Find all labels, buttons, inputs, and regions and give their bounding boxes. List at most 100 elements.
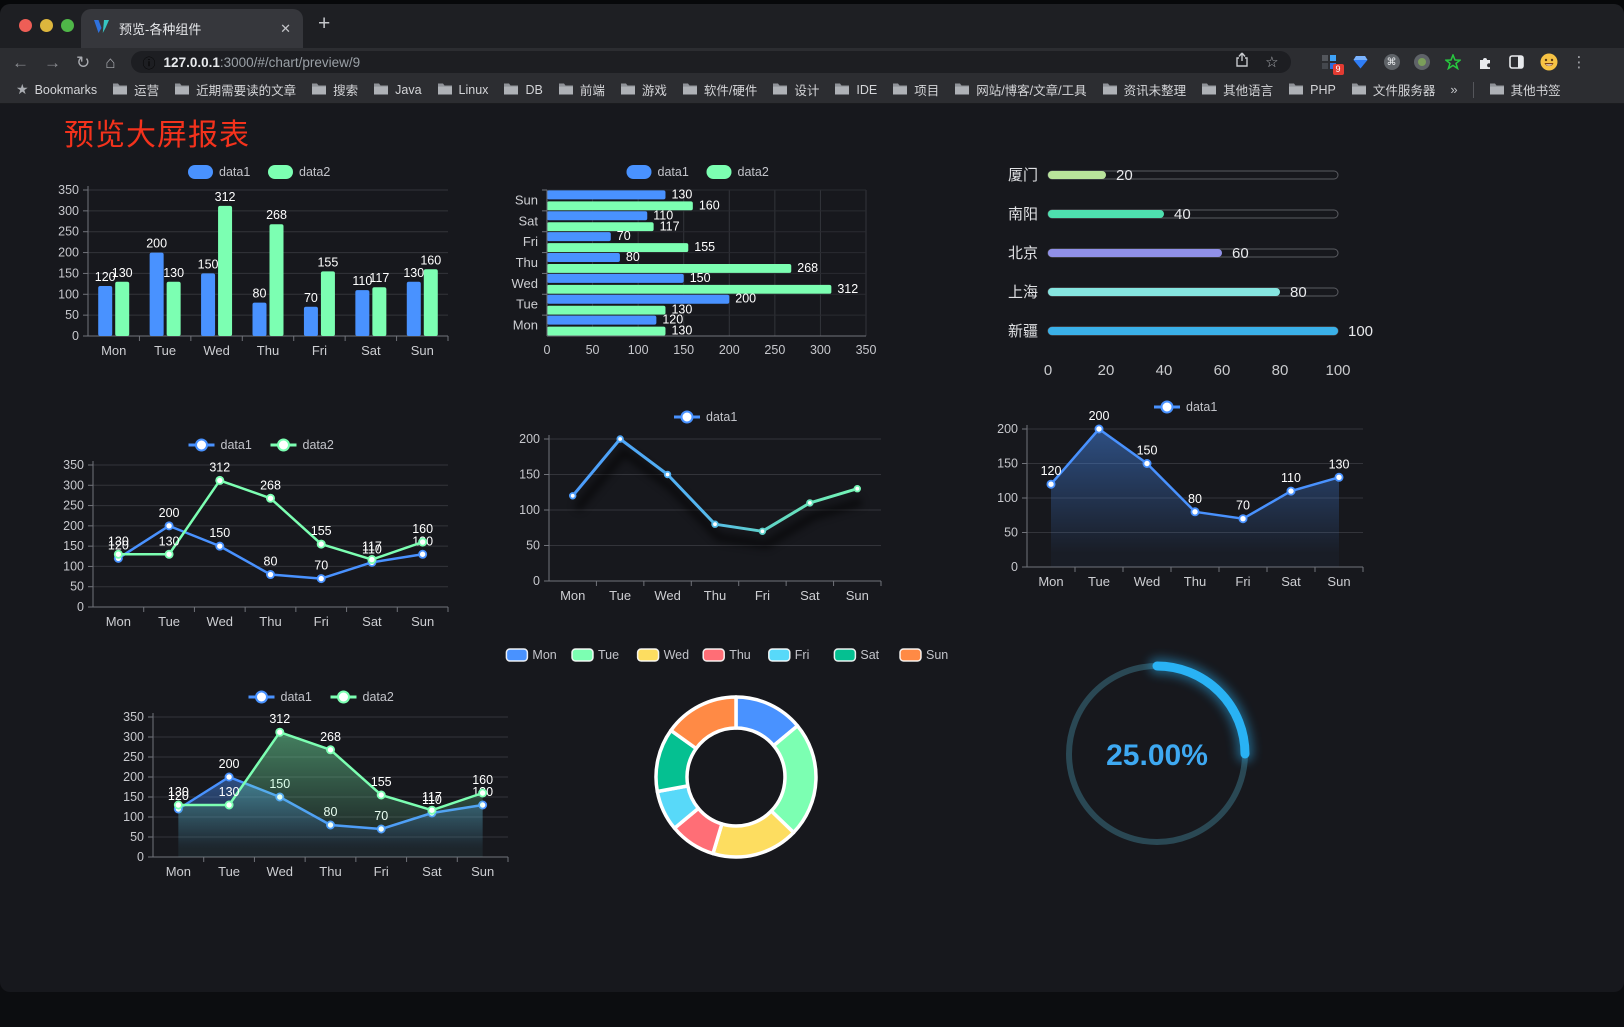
- folder-icon: [558, 82, 574, 98]
- bookmark-folder[interactable]: 前端: [558, 80, 605, 99]
- svg-text:120: 120: [108, 538, 129, 552]
- command-extension-icon[interactable]: ⌘: [1383, 54, 1400, 70]
- folder-icon: [1489, 82, 1505, 98]
- bookmark-folder[interactable]: 游戏: [620, 80, 667, 99]
- svg-text:0: 0: [544, 343, 551, 357]
- bookmark-folder[interactable]: 网站/博客/文章/工具: [954, 80, 1087, 99]
- gradient-line-chart[interactable]: data1 0 50 100 150 200 Mon Tue Wed Thu Fri Sat Sun: [505, 401, 895, 611]
- star-icon: ★: [16, 81, 29, 97]
- gauge-ring-chart[interactable]: 25.00%: [1057, 654, 1257, 854]
- star-extension-icon[interactable]: [1444, 53, 1462, 71]
- sidepanel-extension-icon[interactable]: [1508, 53, 1526, 71]
- bookmark-folder[interactable]: 设计: [772, 80, 819, 99]
- bookmark-folder[interactable]: 文件服务器: [1351, 80, 1435, 99]
- folder-icon: [834, 82, 850, 98]
- recorder-extension-icon[interactable]: [1413, 54, 1430, 70]
- close-window-button[interactable]: [19, 19, 32, 32]
- bookmark-folder[interactable]: 其他语言: [1201, 80, 1273, 99]
- svg-text:Wed: Wed: [203, 343, 230, 358]
- bookmark-folder[interactable]: 项目: [892, 80, 939, 99]
- gem-extension-icon[interactable]: [1352, 53, 1370, 71]
- svg-text:Sun: Sun: [411, 614, 434, 629]
- svg-text:150: 150: [673, 343, 694, 357]
- svg-text:120: 120: [95, 270, 116, 284]
- svg-text:Sat: Sat: [1281, 574, 1301, 589]
- minimize-window-button[interactable]: [40, 19, 53, 32]
- svg-text:155: 155: [311, 524, 332, 538]
- svg-text:300: 300: [810, 343, 831, 357]
- bookmark-folder[interactable]: DB: [503, 82, 543, 98]
- browser-tab[interactable]: 预览-各种组件 ✕: [81, 9, 303, 48]
- svg-text:250: 250: [63, 499, 84, 513]
- puzzle-extension-icon[interactable]: [1476, 53, 1494, 71]
- donut-chart[interactable]: Mon Tue Wed Thu Fri Sat Sun: [505, 641, 948, 881]
- svg-text:Mon: Mon: [513, 318, 538, 333]
- svg-text:Mon: Mon: [1038, 574, 1063, 589]
- svg-text:Thu: Thu: [257, 343, 279, 358]
- bookmark-folder-list: 运营 近期需要读的文章 搜索 Java Linux DB 前端 游戏 软件/硬件 设计 IDE 项目网…: [112, 80, 1435, 99]
- svg-text:0: 0: [137, 850, 144, 864]
- svg-text:130: 130: [219, 785, 240, 799]
- svg-text:130: 130: [159, 534, 180, 548]
- svg-text:Sat: Sat: [422, 864, 442, 879]
- area-line-chart[interactable]: data1 0 50 100 150 200 Mon Tue Wed Thu Fri Sat Sun 12…: [985, 391, 1375, 599]
- home-icon[interactable]: ⌂: [105, 52, 116, 72]
- address-bar[interactable]: ⓘ 127.0.0.1:3000/#/chart/preview/9 ☆: [130, 51, 1291, 73]
- svg-text:Thu: Thu: [704, 588, 726, 603]
- bookmark-folder[interactable]: Linux: [437, 82, 488, 98]
- bookmarks-overflow-chevron[interactable]: »: [1450, 82, 1458, 97]
- profile-avatar[interactable]: [1540, 53, 1558, 71]
- tab-close-icon[interactable]: ✕: [280, 20, 291, 36]
- folder-icon: [620, 82, 636, 98]
- svg-text:312: 312: [209, 460, 230, 474]
- bookmark-folder[interactable]: 资讯未整理: [1102, 80, 1186, 99]
- bookmark-folder[interactable]: Java: [373, 82, 422, 98]
- bookmark-folder[interactable]: 近期需要读的文章: [174, 80, 296, 99]
- svg-text:350: 350: [58, 183, 79, 197]
- folder-icon: [373, 82, 389, 98]
- svg-text:130: 130: [1329, 457, 1350, 471]
- bookmark-folder[interactable]: 软件/硬件: [682, 80, 757, 99]
- folder-icon: [1102, 82, 1118, 98]
- bookmark-folder[interactable]: IDE: [834, 82, 877, 98]
- svg-text:Tue: Tue: [609, 588, 631, 603]
- svg-text:250: 250: [58, 225, 79, 239]
- other-bookmarks[interactable]: 其他书签: [1489, 80, 1561, 99]
- url-path: :3000/#/chart/preview/9: [219, 54, 361, 70]
- two-series-line-chart[interactable]: data1 data2 0 50 100 150 200 250 300 350 Mon Tue Wed…: [45, 429, 460, 637]
- svg-text:Tue: Tue: [154, 343, 176, 358]
- svg-text:268: 268: [797, 261, 818, 275]
- two-series-area-line-chart[interactable]: data1 data2 0 50 100 150 200 250 300 350 Mon Tue Wed…: [105, 681, 520, 889]
- svg-text:100: 100: [628, 343, 649, 357]
- toolbar: ← → ↻ ⌂ ⓘ 127.0.0.1:3000/#/chart/preview…: [0, 48, 1624, 76]
- bookmark-folder[interactable]: 搜索: [311, 80, 358, 99]
- menu-icon[interactable]: ⋮: [1571, 53, 1587, 71]
- extensions-grid-icon[interactable]: 9: [1320, 53, 1344, 75]
- reload-icon[interactable]: ↻: [76, 52, 91, 72]
- svg-text:70: 70: [1236, 499, 1250, 513]
- horizontal-bar-chart[interactable]: data1 data2 0 50 100 150 200 250 300 350 Sun 130 160…: [505, 156, 890, 366]
- bookmark-folder[interactable]: PHP: [1288, 82, 1336, 98]
- svg-text:250: 250: [764, 343, 785, 357]
- back-icon[interactable]: ←: [12, 52, 29, 72]
- bookmarks-root[interactable]: ★ Bookmarks: [16, 81, 97, 98]
- svg-text:Fri: Fri: [314, 614, 329, 629]
- forward-icon[interactable]: →: [44, 52, 61, 72]
- svg-text:南阳: 南阳: [1008, 206, 1038, 223]
- svg-text:data1: data1: [221, 438, 252, 452]
- progress-bars-chart[interactable]: 厦门 20 南阳 40 北京 60 上海 80 新疆 100 0 20 40 60 80 100: [990, 159, 1385, 387]
- svg-text:200: 200: [159, 506, 180, 520]
- svg-text:130: 130: [168, 785, 189, 799]
- maximize-window-button[interactable]: [61, 19, 74, 32]
- svg-text:data1: data1: [219, 165, 250, 179]
- svg-text:100: 100: [63, 559, 84, 573]
- share-icon[interactable]: [1235, 52, 1249, 73]
- svg-text:0: 0: [77, 600, 84, 614]
- grouped-bar-chart[interactable]: data1 data2 0 50 100 150 200 250 300 350 Mon Tue Wed…: [50, 156, 460, 362]
- bookmark-star-icon[interactable]: ☆: [1265, 53, 1279, 71]
- site-info-icon[interactable]: ⓘ: [142, 55, 156, 71]
- new-tab-button[interactable]: +: [318, 12, 331, 35]
- svg-text:268: 268: [320, 730, 341, 744]
- bookmark-folder[interactable]: 运营: [112, 80, 159, 99]
- extensions-row: 9 ⌘ ⋮: [1320, 53, 1587, 75]
